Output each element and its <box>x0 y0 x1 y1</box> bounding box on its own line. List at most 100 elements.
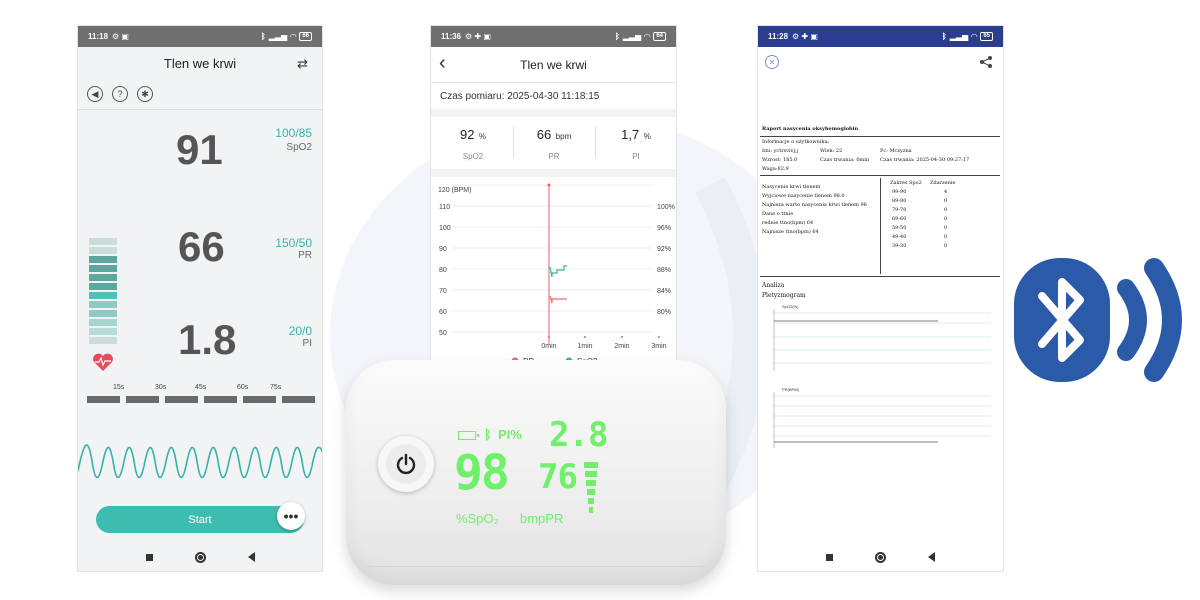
pr-display-value: 76 <box>538 457 578 497</box>
start-button[interactable]: Start <box>96 506 304 533</box>
timeline-segments <box>87 396 315 403</box>
swap-icon[interactable]: ⇄ <box>297 56 308 71</box>
metric-unit: % <box>643 132 651 141</box>
cursor-marker <box>547 183 551 187</box>
share-icon[interactable] <box>979 55 993 69</box>
home-icon[interactable] <box>194 551 206 563</box>
range-cell: 69-60 <box>892 216 907 222</box>
battery-level: 65 <box>980 32 993 41</box>
spo2-series-line <box>549 265 567 278</box>
events-header: Zdarzenie <box>930 180 956 186</box>
spo2-display-value: 98 <box>454 445 510 501</box>
pleth-heading: Pletyzmogram <box>762 292 806 299</box>
more-button[interactable]: ••• <box>277 502 305 530</box>
battery-icon <box>458 431 479 440</box>
event-cell: 0 <box>944 207 948 213</box>
wifi-icon: ◠ <box>644 32 651 41</box>
back-icon[interactable] <box>928 552 935 562</box>
pr-range: 150/50 <box>275 236 312 250</box>
y-tick-label: 90 <box>439 246 447 253</box>
chart-label: SpO2(%) <box>782 304 799 309</box>
metric-label: SpO2 <box>462 152 484 161</box>
event-cell: 4 <box>944 189 948 195</box>
help-icon[interactable]: ? <box>112 86 128 102</box>
metric-pr: 66 bpm PR <box>514 126 594 161</box>
range-cell: 79-70 <box>892 207 907 213</box>
status-bar: 11:18 ⚙ ▣ ᛒ ▂▃▅ ◠ 66 <box>78 26 322 47</box>
bluetooth-status-icon: ᛒ <box>260 32 266 41</box>
event-cell: 0 <box>944 198 948 204</box>
status-bar: 11:28 ⚙ ✚ ▣ ᛒ ▂▃▅ ◠ 65 <box>758 26 1003 47</box>
y2-tick-label: 84% <box>657 288 671 295</box>
chart-unit-label: 120 (BPM) <box>438 187 471 194</box>
status-bar: 11:36 ⚙ ✚ ▣ ᛒ ▂▃▅ ◠ 64 <box>431 26 676 47</box>
spo2-value: 91 <box>176 126 223 173</box>
y-tick-label: 110 <box>439 204 450 211</box>
event-cell: 0 <box>944 234 948 240</box>
report-sex: Pc: Mczyzna <box>880 148 912 154</box>
report-stat: Dane o ttnie <box>762 211 794 217</box>
back-icon[interactable] <box>247 552 255 562</box>
recents-icon[interactable] <box>145 553 153 561</box>
phone-report: 11:28 ⚙ ✚ ▣ ᛒ ▂▃▅ ◠ 65 ✕ Raport nasyceni… <box>757 25 1004 572</box>
x-tick-marker <box>621 336 623 338</box>
sound-icon[interactable]: ◀ <box>87 86 103 102</box>
pr-value: 66 <box>178 223 225 270</box>
android-navbar <box>758 543 1003 571</box>
bluetooth-status-icon: ᛒ <box>614 32 620 41</box>
report-stat: Najnisze ttno(bpm) 64 <box>762 229 819 235</box>
report-info-header: Informacje o użytkowniku: <box>762 139 830 145</box>
signal-icon: ▂▃▅ <box>949 32 969 41</box>
metric-pi: 1,7 % PI <box>596 126 676 161</box>
metric-value: 1,7 <box>621 127 640 142</box>
android-navbar <box>78 543 322 571</box>
recents-icon[interactable] <box>826 553 833 561</box>
phone-measurement-history: 11:36 ⚙ ✚ ▣ ᛒ ▂▃▅ ◠ 64 ‹ Tlen we krwi Cz… <box>430 25 677 365</box>
pi-value: 1.8 <box>178 316 237 363</box>
bluetooth-icon <box>1014 258 1182 382</box>
divider <box>431 169 676 177</box>
status-icons: ⚙ ✚ ▣ <box>792 32 818 41</box>
y2-tick-label: 100% <box>657 204 675 211</box>
report-stat: Wyjciowe nasycenie tlenem 98.0 <box>762 193 845 199</box>
oximeter-display: ᛒ PI% 2.8 98 76 %SpO₂ bmpPR <box>446 415 608 540</box>
report-name: Imi: yctrsvivj;j <box>762 148 799 154</box>
back-arrow-icon[interactable]: ‹ <box>439 52 446 74</box>
heart-icon <box>93 353 113 371</box>
x-tick-marker <box>658 336 660 338</box>
x-tick-label: 3min <box>651 343 666 350</box>
pi-level-bar <box>89 238 117 346</box>
x-tick-label: 1min <box>577 343 592 350</box>
range-cell: 99-90 <box>892 189 907 195</box>
pr-report-chart: PR(BPM) <box>773 387 991 448</box>
range-header: Zakres Spo2 <box>890 180 922 186</box>
pi-label: PI <box>302 338 312 349</box>
home-icon[interactable] <box>875 551 886 563</box>
event-cell: 0 <box>944 225 948 231</box>
wifi-icon: ◠ <box>971 32 978 41</box>
report-stat: Najnisza warto nasycenia krwi tlenem 96 <box>762 202 867 208</box>
divider <box>595 126 596 158</box>
y-tick-label: 50 <box>439 330 447 337</box>
history-chart: 120 (BPM) 110 100 90 80 70 60 50 100% 96% 92% 88%… <box>438 183 675 364</box>
range-cell: 59-50 <box>892 225 907 231</box>
divider <box>513 126 514 158</box>
close-icon[interactable]: ✕ <box>765 55 779 69</box>
analysis-heading: Analiza <box>762 282 785 289</box>
report-duration: Czas trwania: 0min <box>820 157 870 163</box>
page-title: Tlen we krwi <box>520 58 587 72</box>
pleth-waveform <box>78 444 322 479</box>
pr-label: PR <box>298 250 312 261</box>
measurement-time: Czas pomiaru: 2025-04-30 11:18:15 <box>440 91 600 102</box>
pr-series-line <box>549 295 567 304</box>
metric-label: PR <box>548 152 560 161</box>
header: ‹ Tlen we krwi <box>431 47 676 83</box>
spo2-range: 100/85 <box>275 126 312 140</box>
power-button[interactable] <box>378 436 434 492</box>
pi-display-value: 2.8 <box>549 415 608 455</box>
divider <box>78 109 322 110</box>
spo2-label: SpO2 <box>286 142 312 153</box>
phone-live-measurement: 11:18 ⚙ ▣ ᛒ ▂▃▅ ◠ 66 Tlen we krwi ⇄ ◀ ? … <box>77 25 323 572</box>
status-time: 11:18 <box>88 32 109 41</box>
settings-icon[interactable]: ✱ <box>137 86 153 102</box>
